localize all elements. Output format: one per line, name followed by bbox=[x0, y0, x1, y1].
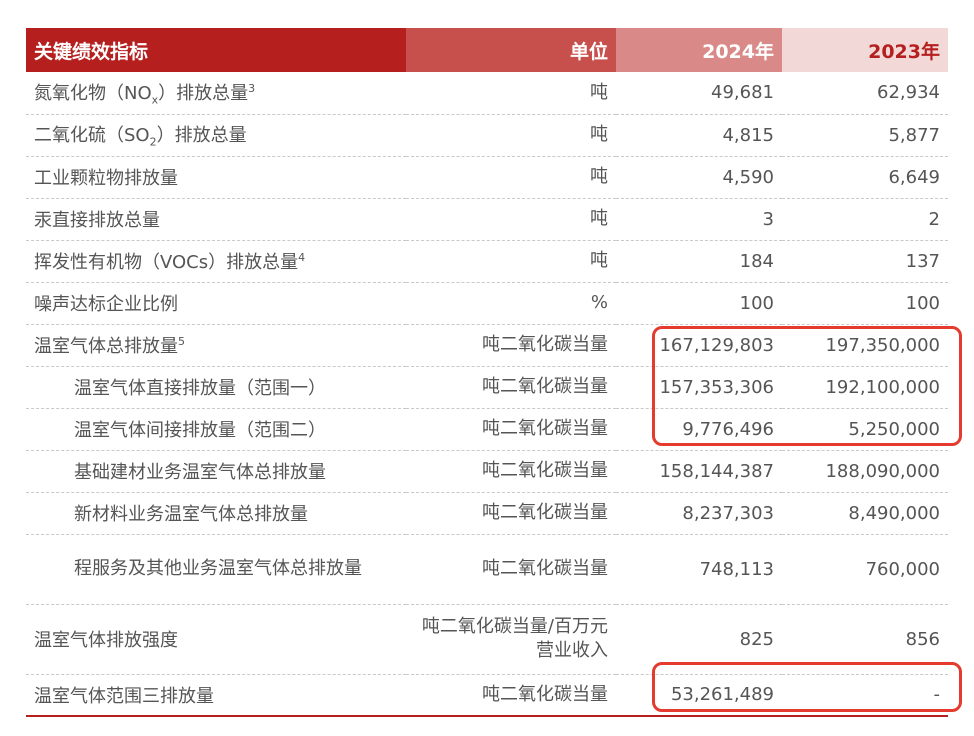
value-2023: 760,000 bbox=[782, 534, 948, 605]
table-row: 新材料业务温室气体总排放量 吨二氧化碳当量 8,237,303 8,490,00… bbox=[26, 492, 948, 535]
value-2024: 100 bbox=[616, 282, 782, 325]
row-unit: 吨 bbox=[406, 240, 616, 283]
row-name: 温室气体总排放量5 bbox=[26, 324, 406, 367]
row-unit: 吨 bbox=[406, 198, 616, 241]
value-2024: 4,590 bbox=[616, 156, 782, 199]
table-row: 温室气体总排放量5 吨二氧化碳当量 167,129,803 197,350,00… bbox=[26, 324, 948, 367]
row-name: 噪声达标企业比例 bbox=[26, 282, 406, 325]
value-2024: 49,681 bbox=[616, 72, 782, 115]
value-2023: 197,350,000 bbox=[782, 324, 948, 367]
value-2023: 856 bbox=[782, 604, 948, 675]
value-2023: 100 bbox=[782, 282, 948, 325]
subscript: 2 bbox=[149, 135, 157, 149]
value-2023: 5,877 bbox=[782, 114, 948, 157]
value-2024: 3 bbox=[616, 198, 782, 241]
row-name: 氮氧化物（NOx）排放总量3 bbox=[26, 72, 406, 115]
value-2023: - bbox=[782, 674, 948, 717]
table-row: 温室气体间接排放量（范围二） 吨二氧化碳当量 9,776,496 5,250,0… bbox=[26, 408, 948, 451]
row-unit: 吨 bbox=[406, 72, 616, 115]
table-row: 二氧化硫（SO2）排放总量 吨 4,815 5,877 bbox=[26, 114, 948, 157]
row-name: 汞直接排放总量 bbox=[26, 198, 406, 241]
row-name-text: 二氧化硫（SO bbox=[34, 125, 150, 147]
footnote-mark: 5 bbox=[178, 335, 185, 348]
table-header: 关键绩效指标 单位 2024年 2023年 bbox=[26, 28, 948, 72]
row-unit: 吨二氧化碳当量 bbox=[406, 492, 616, 535]
row-name: 温室气体范围三排放量 bbox=[26, 674, 406, 717]
value-2024: 825 bbox=[616, 604, 782, 675]
table-row: 氮氧化物（NOx）排放总量3 吨 49,681 62,934 bbox=[26, 72, 948, 115]
table-row: 噪声达标企业比例 % 100 100 bbox=[26, 282, 948, 325]
row-unit: 吨 bbox=[406, 114, 616, 157]
table-row: 挥发性有机物（VOCs）排放总量4 吨 184 137 bbox=[26, 240, 948, 283]
row-unit: 吨二氧化碳当量 bbox=[406, 674, 616, 717]
value-2024: 167,129,803 bbox=[616, 324, 782, 367]
value-2023: 137 bbox=[782, 240, 948, 283]
table-row: 温室气体范围三排放量 吨二氧化碳当量 53,261,489 - bbox=[26, 674, 948, 717]
value-2023: 192,100,000 bbox=[782, 366, 948, 409]
row-unit: 吨二氧化碳当量 bbox=[406, 450, 616, 493]
subscript: x bbox=[151, 93, 159, 107]
value-2023: 188,090,000 bbox=[782, 450, 948, 493]
value-2024: 748,113 bbox=[616, 534, 782, 605]
row-name-text: 挥发性有机物（VOCs）排放总量 bbox=[34, 252, 299, 273]
table-row: 工业颗粒物排放量 吨 4,590 6,649 bbox=[26, 156, 948, 199]
row-name: 二氧化硫（SO2）排放总量 bbox=[26, 114, 406, 157]
value-2023: 5,250,000 bbox=[782, 408, 948, 451]
row-name: 新材料业务温室气体总排放量 bbox=[26, 492, 406, 535]
row-unit: 吨二氧化碳当量 bbox=[406, 534, 616, 605]
footnote-mark: 4 bbox=[298, 251, 306, 264]
value-2024: 4,815 bbox=[616, 114, 782, 157]
row-unit: 吨二氧化碳当量 bbox=[406, 408, 616, 451]
header-2023: 2023年 bbox=[782, 28, 948, 72]
value-2024: 9,776,496 bbox=[616, 408, 782, 451]
row-unit: 吨二氧化碳当量 bbox=[406, 324, 616, 367]
header-2024: 2024年 bbox=[616, 28, 782, 72]
value-2023: 8,490,000 bbox=[782, 492, 948, 535]
value-2024: 8,237,303 bbox=[616, 492, 782, 535]
row-name: 工业颗粒物排放量 bbox=[26, 156, 406, 199]
row-name: 基础建材业务温室气体总排放量 bbox=[26, 450, 406, 493]
value-2024: 184 bbox=[616, 240, 782, 283]
table-row: 程服务及其他业务温室气体总排放量 吨二氧化碳当量 748,113 760,000 bbox=[26, 534, 948, 605]
table-row: 基础建材业务温室气体总排放量 吨二氧化碳当量 158,144,387 188,0… bbox=[26, 450, 948, 493]
header-indicator: 关键绩效指标 bbox=[26, 28, 406, 72]
row-name-text: 温室气体总排放量 bbox=[34, 336, 178, 357]
row-name-text: ）排放总量 bbox=[156, 125, 247, 147]
row-name: 温室气体排放强度 bbox=[26, 604, 406, 675]
value-2024: 158,144,387 bbox=[616, 450, 782, 493]
table-row: 温室气体直接排放量（范围一） 吨二氧化碳当量 157,353,306 192,1… bbox=[26, 366, 948, 409]
row-name: 程服务及其他业务温室气体总排放量 bbox=[26, 534, 406, 605]
header-unit: 单位 bbox=[406, 28, 616, 72]
footnote-mark: 3 bbox=[248, 81, 256, 95]
row-name: 温室气体直接排放量（范围一） bbox=[26, 366, 406, 409]
row-name: 温室气体间接排放量（范围二） bbox=[26, 408, 406, 451]
kpi-table: 关键绩效指标 单位 2024年 2023年 氮氧化物（NOx）排放总量3 吨 4… bbox=[26, 28, 948, 717]
row-name-text: 氮氧化物（NO bbox=[34, 82, 152, 104]
table-row: 汞直接排放总量 吨 3 2 bbox=[26, 198, 948, 241]
row-name: 挥发性有机物（VOCs）排放总量4 bbox=[26, 240, 406, 283]
value-2023: 62,934 bbox=[782, 72, 948, 115]
table-body: 氮氧化物（NOx）排放总量3 吨 49,681 62,934 二氧化硫（SO2）… bbox=[26, 72, 948, 717]
value-2024: 157,353,306 bbox=[616, 366, 782, 409]
row-unit: 吨 bbox=[406, 156, 616, 199]
row-unit: 吨二氧化碳当量 bbox=[406, 366, 616, 409]
table-row: 温室气体排放强度 吨二氧化碳当量/百万元营业收入 825 856 bbox=[26, 604, 948, 675]
value-2023: 2 bbox=[782, 198, 948, 241]
row-unit: 吨二氧化碳当量/百万元营业收入 bbox=[406, 604, 616, 675]
row-name-text: ）排放总量 bbox=[158, 82, 249, 104]
row-unit: % bbox=[406, 282, 616, 325]
value-2024: 53,261,489 bbox=[616, 674, 782, 717]
value-2023: 6,649 bbox=[782, 156, 948, 199]
